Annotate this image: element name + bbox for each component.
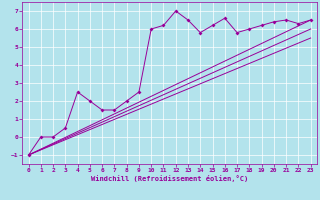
X-axis label: Windchill (Refroidissement éolien,°C): Windchill (Refroidissement éolien,°C) xyxy=(91,175,248,182)
